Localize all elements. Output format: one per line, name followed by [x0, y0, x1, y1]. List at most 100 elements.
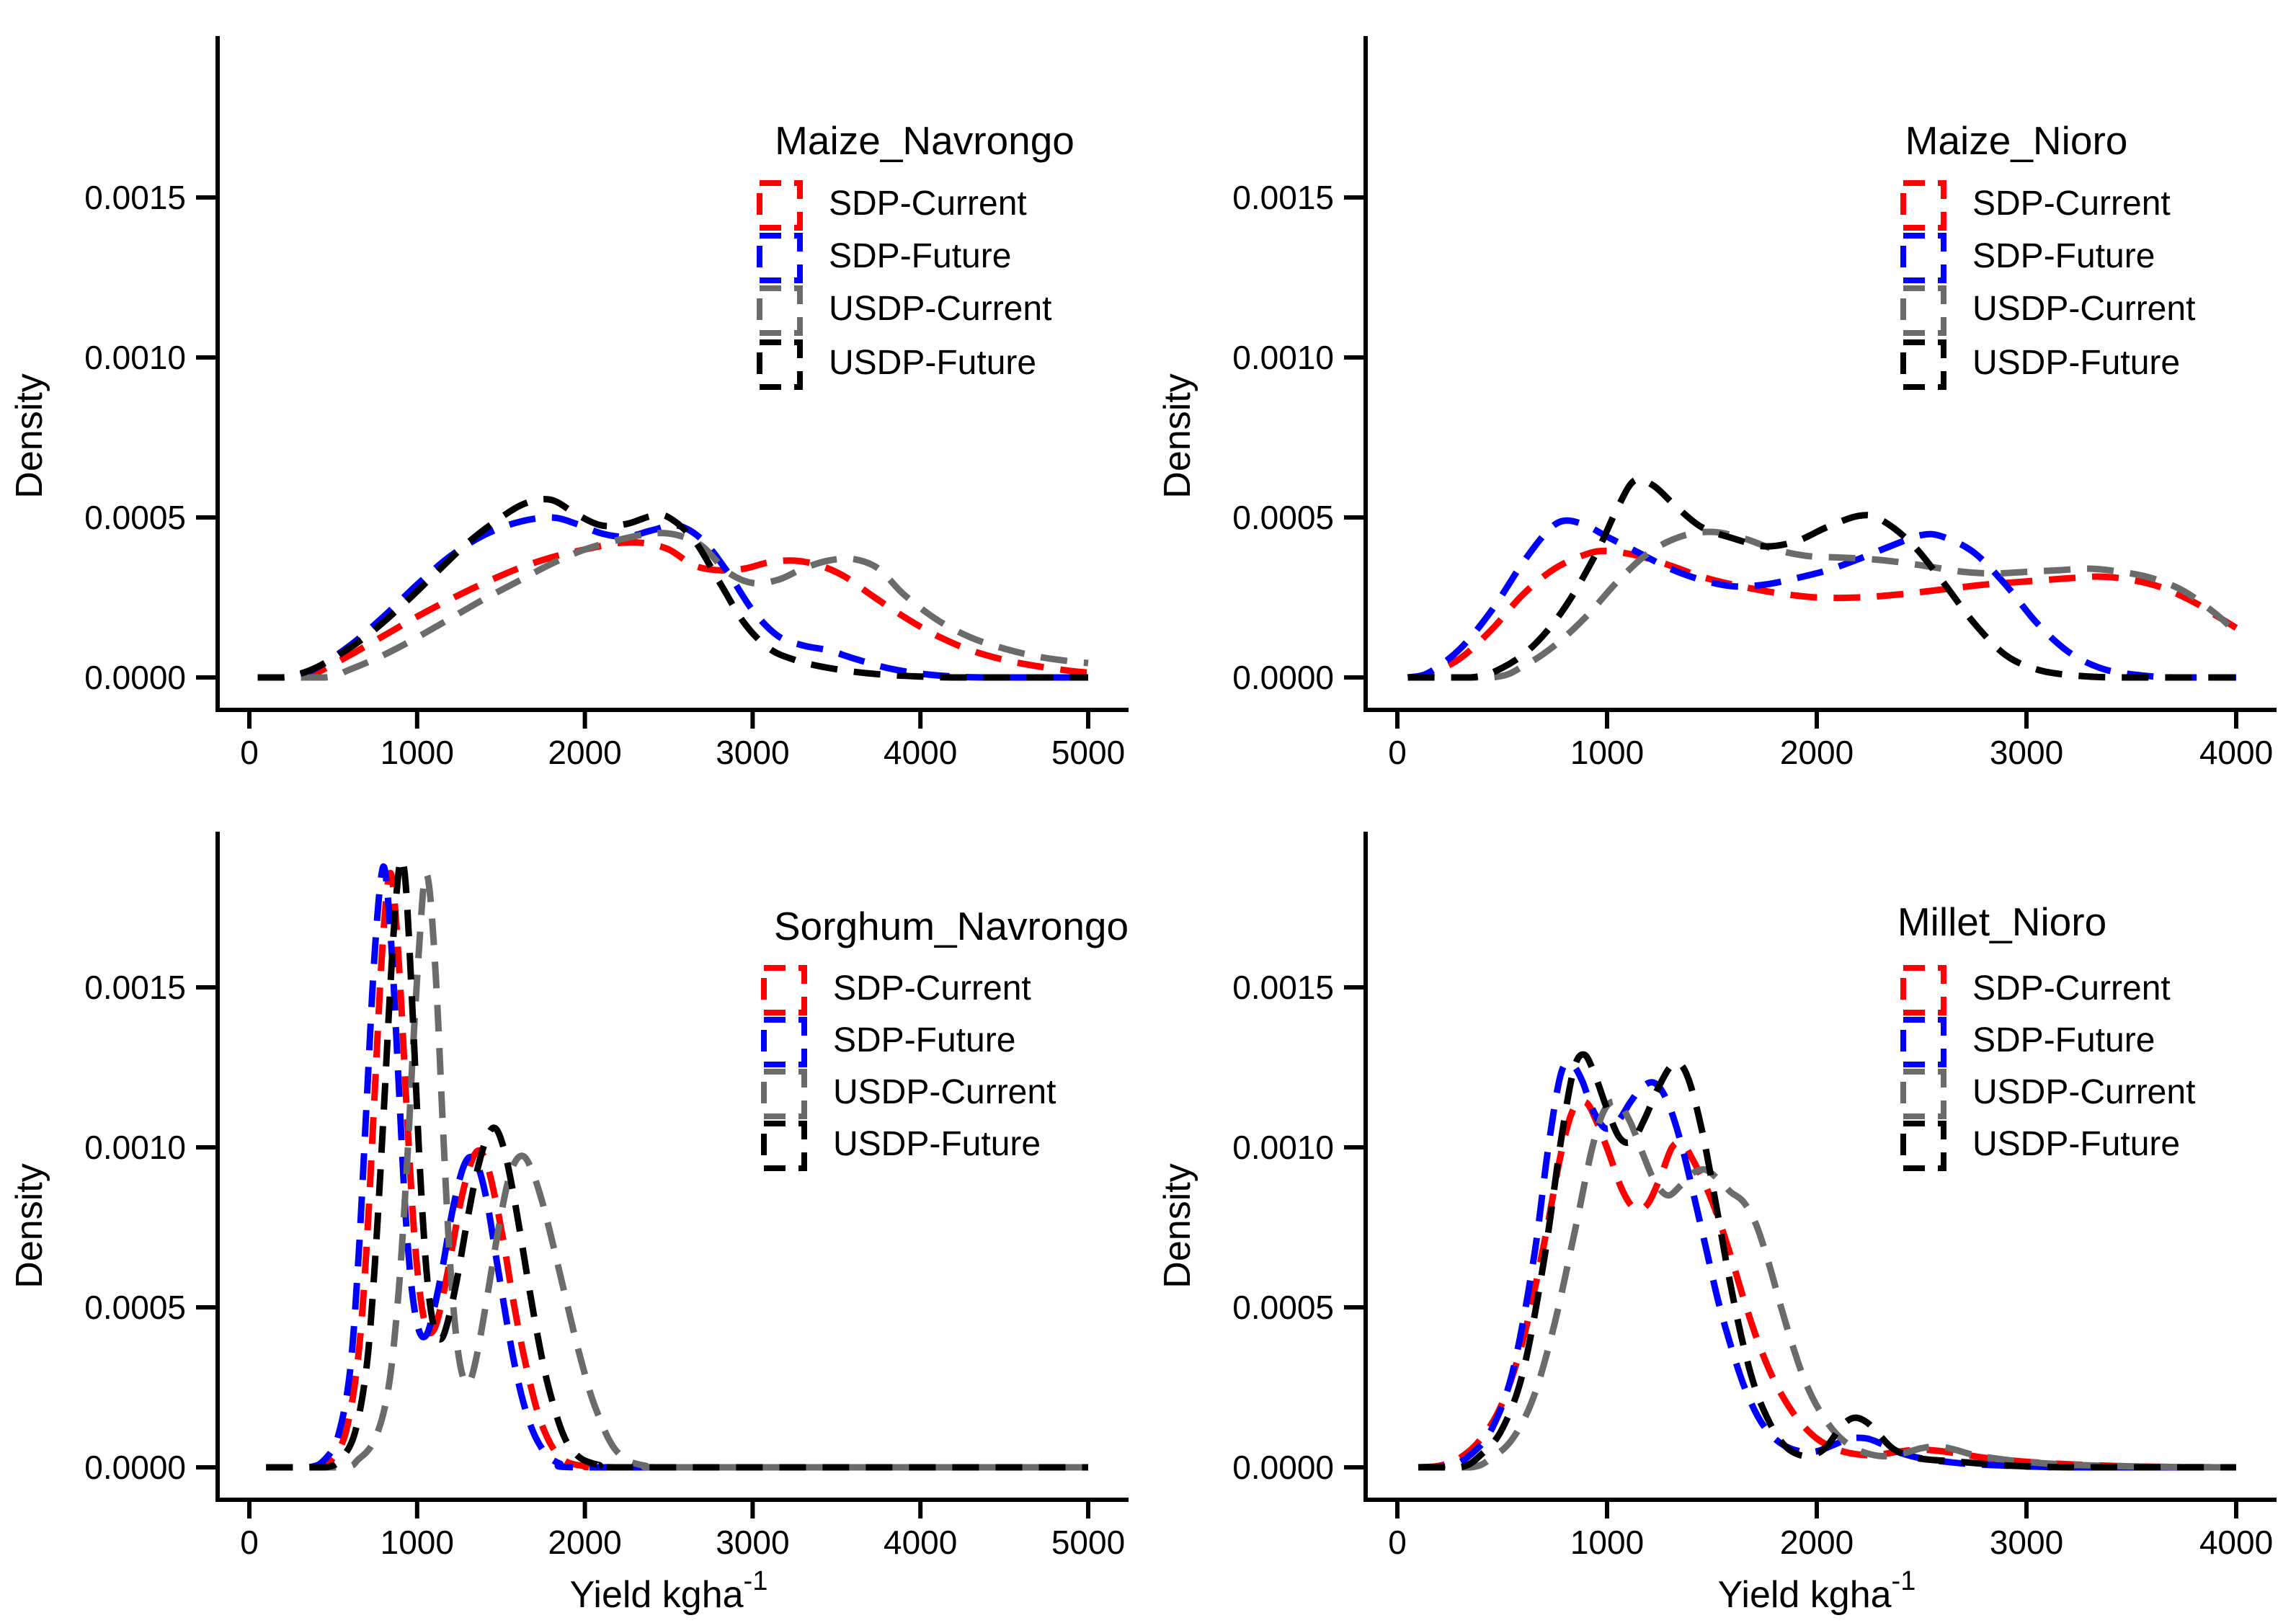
legend-label-sdp-future: SDP-Future	[1972, 1021, 2155, 1059]
legend-label-usdp-future: USDP-Future	[1972, 344, 2180, 382]
x-tick-label: 4000	[884, 734, 957, 771]
y-axis-title: Density	[9, 373, 50, 498]
legend-key-sdp-current-icon	[757, 180, 803, 231]
y-axis-title: Density	[9, 1163, 50, 1288]
legend-key-sdp-future-icon	[757, 233, 803, 283]
y-tick-label: 0.0015	[1232, 179, 1334, 216]
y-tick-label: 0.0000	[1232, 659, 1334, 696]
y-tick-label: 0.0015	[84, 969, 186, 1006]
legend-key-sdp-future-icon	[1900, 1017, 1946, 1067]
density-curve-sdp-future	[266, 863, 1088, 1471]
panel-maize-navrongo: 0.0000 0.0005 0.0010 0.0015 0 1000 2000 3000 400…	[0, 0, 1148, 812]
maize-nioro-chart: 0.0000 0.0005 0.0010 0.0015 0 1000 2000 3000 400…	[1157, 36, 2277, 771]
legend-title: Sorghum_Navrongo	[774, 904, 1129, 948]
density-curve-sdp-current	[1407, 548, 2238, 681]
density-curve-usdp-future	[257, 496, 1088, 681]
maize-navrongo-chart: 0.0000 0.0005 0.0010 0.0015 0 1000 2000 3000 400…	[9, 36, 1129, 771]
legend-key-usdp-future-icon	[1900, 339, 1946, 390]
legend-label-sdp-future: SDP-Future	[829, 237, 1011, 275]
x-tick-label: 2000	[548, 734, 621, 771]
y-tick-label: 0.0005	[84, 499, 186, 536]
density-curve-usdp-current	[257, 530, 1089, 681]
x-axis-title-exponent: -1	[1892, 1566, 1916, 1596]
legend-key-usdp-current-icon	[757, 285, 803, 336]
legend-label-usdp-future: USDP-Future	[833, 1125, 1041, 1163]
x-tick-label: 0	[240, 734, 259, 771]
legend-key-usdp-future-icon	[757, 339, 803, 390]
x-axis-title-text: Yield kgha	[1718, 1574, 1892, 1616]
density-curve-usdp-current	[266, 871, 1088, 1471]
legend-title: Maize_Nioro	[1905, 118, 2128, 163]
legend-label-usdp-current: USDP-Current	[833, 1073, 1056, 1111]
x-tick-label: 3000	[1990, 734, 2063, 771]
x-axis-title-text: Yield kgha	[570, 1574, 744, 1616]
x-tick-label: 4000	[884, 1524, 957, 1561]
legend-label-usdp-current: USDP-Current	[1972, 1073, 2195, 1111]
x-tick-label: 3000	[716, 734, 789, 771]
y-tick-label: 0.0015	[1232, 969, 1334, 1006]
y-axis-title: Density	[1157, 1163, 1198, 1288]
legend-title: Maize_Navrongo	[775, 118, 1074, 163]
legend-key-usdp-future-icon	[761, 1121, 807, 1171]
density-curve-usdp-current	[1407, 528, 2239, 681]
x-tick-label: 2000	[1780, 1524, 1854, 1561]
legend-label-sdp-future: SDP-Future	[833, 1021, 1015, 1059]
y-axis-title: Density	[1157, 373, 1198, 498]
legend-key-sdp-future-icon	[1900, 233, 1946, 283]
x-tick-label: 1000	[381, 734, 454, 771]
density-curve-usdp-future	[1418, 1051, 2236, 1471]
x-tick-label: 5000	[1051, 734, 1125, 771]
y-tick-label: 0.0005	[1232, 499, 1334, 536]
legend-key-usdp-current-icon	[1900, 1069, 1946, 1119]
legend-label-sdp-current: SDP-Current	[1972, 969, 2171, 1008]
x-axis-title: Yield kgha-1	[1718, 1566, 1916, 1616]
density-curve-usdp-future	[266, 855, 1088, 1471]
y-tick-label: 0.0005	[84, 1289, 186, 1326]
x-tick-label: 1000	[381, 1524, 454, 1561]
x-tick-label: 0	[240, 1524, 259, 1561]
legend-label-sdp-future: SDP-Future	[1972, 237, 2155, 275]
millet-nioro-chart: 0.0000 0.0005 0.0010 0.0015 0 1000 2000 3000 400…	[1157, 832, 2277, 1616]
x-tick-label: 1000	[1570, 1524, 1644, 1561]
legend-label-usdp-future: USDP-Future	[829, 344, 1036, 382]
density-curve-sdp-future	[1407, 517, 2236, 681]
x-tick-label: 4000	[2199, 734, 2273, 771]
density-curve-usdp-current	[1418, 1098, 2236, 1471]
x-tick-label: 2000	[1780, 734, 1854, 771]
x-axis-title-exponent: -1	[744, 1566, 768, 1596]
density-curve-usdp-future	[1407, 476, 2236, 681]
legend-title: Millet_Nioro	[1897, 899, 2106, 944]
x-tick-label: 5000	[1051, 1524, 1125, 1561]
x-tick-label: 2000	[548, 1524, 621, 1561]
panel-sorghum-navrongo: 0.0000 0.0005 0.0010 0.0015 0 1000 2000 3000 400…	[0, 812, 1148, 1623]
y-tick-label: 0.0000	[84, 1449, 186, 1486]
y-tick-label: 0.0000	[84, 659, 186, 696]
density-curve-sdp-future	[1418, 1059, 2236, 1471]
legend-key-usdp-current-icon	[761, 1069, 807, 1119]
panel-maize-nioro: 0.0000 0.0005 0.0010 0.0015 0 1000 2000 3000 400…	[1148, 0, 2296, 812]
sorghum-navrongo-chart: 0.0000 0.0005 0.0010 0.0015 0 1000 2000 3000 400…	[9, 832, 1129, 1616]
y-tick-label: 0.0000	[1232, 1449, 1334, 1486]
x-tick-label: 3000	[1990, 1524, 2063, 1561]
density-curve-sdp-current	[257, 538, 1089, 681]
legend-label-usdp-future: USDP-Future	[1972, 1125, 2180, 1163]
y-tick-label: 0.0005	[1232, 1289, 1334, 1326]
legend-key-sdp-future-icon	[761, 1017, 807, 1067]
x-tick-label: 0	[1388, 1524, 1407, 1561]
legend-key-sdp-current-icon	[761, 965, 807, 1015]
legend-label-sdp-current: SDP-Current	[829, 184, 1027, 223]
legend-label-usdp-current: USDP-Current	[1972, 290, 2195, 328]
y-tick-label: 0.0015	[84, 179, 186, 216]
y-tick-label: 0.0010	[1232, 339, 1334, 376]
x-tick-label: 3000	[716, 1524, 789, 1561]
legend-key-usdp-future-icon	[1900, 1121, 1946, 1171]
y-tick-label: 0.0010	[84, 339, 186, 376]
legend-label-sdp-current: SDP-Current	[1972, 184, 2171, 223]
y-tick-label: 0.0010	[1232, 1129, 1334, 1166]
x-tick-label: 0	[1388, 734, 1407, 771]
x-tick-label: 1000	[1570, 734, 1644, 771]
panel-millet-nioro: 0.0000 0.0005 0.0010 0.0015 0 1000 2000 3000 400…	[1148, 812, 2296, 1623]
y-tick-label: 0.0010	[84, 1129, 186, 1166]
legend-label-sdp-current: SDP-Current	[833, 969, 1031, 1008]
